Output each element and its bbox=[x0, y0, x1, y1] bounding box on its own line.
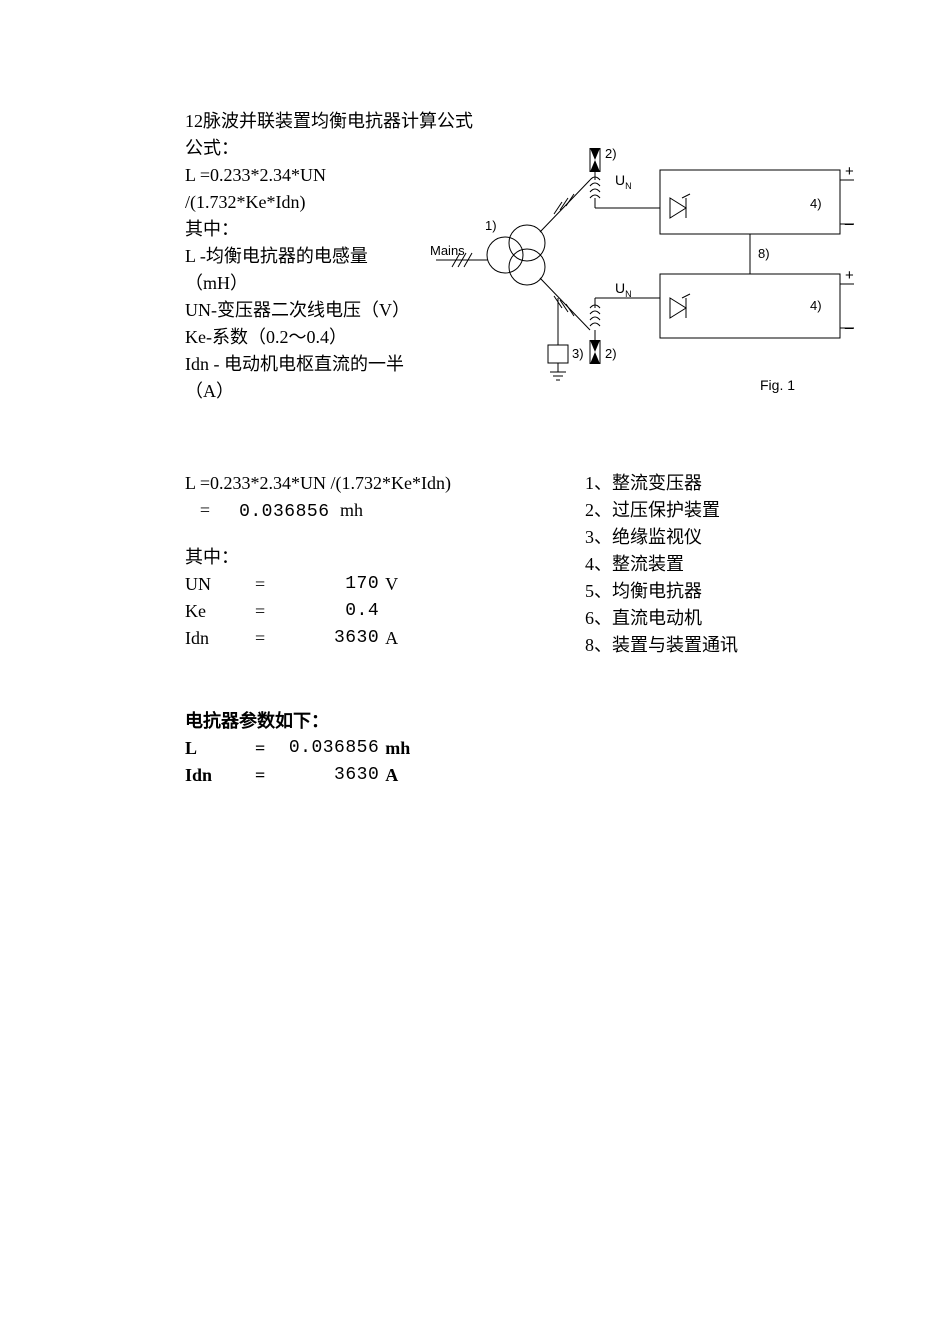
legend-item: 3、绝缘监视仪 bbox=[585, 524, 738, 551]
diagram-label-2b: 2) bbox=[605, 346, 617, 361]
mains-label: Mains bbox=[430, 243, 465, 258]
minus-top: _ bbox=[844, 209, 854, 226]
legend-item: 5、均衡电抗器 bbox=[585, 578, 738, 605]
thyristor-top-icon bbox=[670, 194, 690, 218]
param-unit: A bbox=[385, 625, 425, 652]
param-value: 170 bbox=[265, 571, 385, 598]
calc-result-row: = 0.036856 mh bbox=[185, 497, 451, 526]
param-eq: = bbox=[255, 571, 265, 598]
result-eq: = bbox=[255, 762, 265, 789]
legend-item: 6、直流电动机 bbox=[585, 605, 738, 632]
result-name: Idn bbox=[185, 762, 255, 789]
spacer bbox=[185, 526, 451, 544]
result-value: 0.036856 bbox=[265, 735, 385, 762]
calc-formula: L =0.233*2.34*UN /(1.732*Ke*Idn) bbox=[185, 470, 451, 497]
diagram-label-2a: 2) bbox=[605, 146, 617, 161]
calc-result-value: 0.036856 bbox=[230, 499, 330, 526]
diagram-label-4b: 4) bbox=[810, 298, 822, 313]
schematic-diagram: Mains 1) 3) bbox=[430, 140, 860, 400]
document-page: 12脉波并联装置均衡电抗器计算公式 公式： L =0.233*2.34*UN /… bbox=[0, 0, 945, 1337]
calculation-block: L =0.233*2.34*UN /(1.732*Ke*Idn) = 0.036… bbox=[185, 470, 451, 652]
param-unit: V bbox=[385, 571, 425, 598]
fuse-bottom-icon bbox=[590, 340, 600, 364]
un-label-bottom: UN bbox=[615, 280, 632, 299]
legend-item: 8、装置与装置通讯 bbox=[585, 632, 738, 659]
result-unit: A bbox=[385, 762, 425, 789]
calc-eq: = bbox=[185, 497, 225, 524]
diagram-caption: Fig. 1 bbox=[760, 377, 795, 393]
result-name: L bbox=[185, 735, 255, 762]
legend-item: 1、整流变压器 bbox=[585, 470, 738, 497]
title: 12脉波并联装置均衡电抗器计算公式 bbox=[185, 108, 473, 135]
calc-result-unit: mh bbox=[334, 500, 363, 520]
fuse-top-icon bbox=[590, 148, 600, 172]
legend: 1、整流变压器 2、过压保护装置 3、绝缘监视仪 4、整流装置 5、均衡电抗器 … bbox=[585, 470, 738, 659]
diagram-label-1: 1) bbox=[485, 218, 497, 233]
param-value: 0.4 bbox=[265, 598, 385, 625]
param-name: UN bbox=[185, 571, 255, 598]
diagram-label-4a: 4) bbox=[810, 196, 822, 211]
un-label-top: UN bbox=[615, 172, 632, 191]
calc-where-label: 其中： bbox=[185, 544, 451, 571]
result-eq: = bbox=[255, 735, 265, 762]
param-row-ke: Ke= 0.4 bbox=[185, 598, 451, 625]
param-name: Ke bbox=[185, 598, 255, 625]
legend-item: 2、过压保护装置 bbox=[585, 497, 738, 524]
result-header: 电抗器参数如下： bbox=[185, 708, 425, 735]
result-row-Idn: Idn= 3630 A bbox=[185, 762, 425, 789]
param-eq: = bbox=[255, 598, 265, 625]
result-block: 电抗器参数如下： L= 0.036856 mh Idn= 3630 A bbox=[185, 708, 425, 789]
param-name: Idn bbox=[185, 625, 255, 652]
schematic-svg: Mains 1) 3) bbox=[430, 140, 860, 400]
legend-item: 4、整流装置 bbox=[585, 551, 738, 578]
param-value: 3630 bbox=[265, 625, 385, 652]
result-value: 3630 bbox=[265, 762, 385, 789]
param-row-idn: Idn= 3630 A bbox=[185, 625, 451, 652]
param-row-un: UN= 170 V bbox=[185, 571, 451, 598]
result-unit: mh bbox=[385, 735, 425, 762]
minus-bottom: _ bbox=[844, 313, 854, 330]
param-eq: = bbox=[255, 625, 265, 652]
thyristor-bottom-icon bbox=[670, 294, 690, 318]
plus-bottom: + bbox=[845, 267, 854, 284]
diagram-label-3: 3) bbox=[572, 346, 584, 361]
diagram-label-8: 8) bbox=[758, 246, 770, 261]
result-row-L: L= 0.036856 mh bbox=[185, 735, 425, 762]
plus-top: + bbox=[845, 163, 854, 180]
param-unit bbox=[385, 598, 425, 625]
